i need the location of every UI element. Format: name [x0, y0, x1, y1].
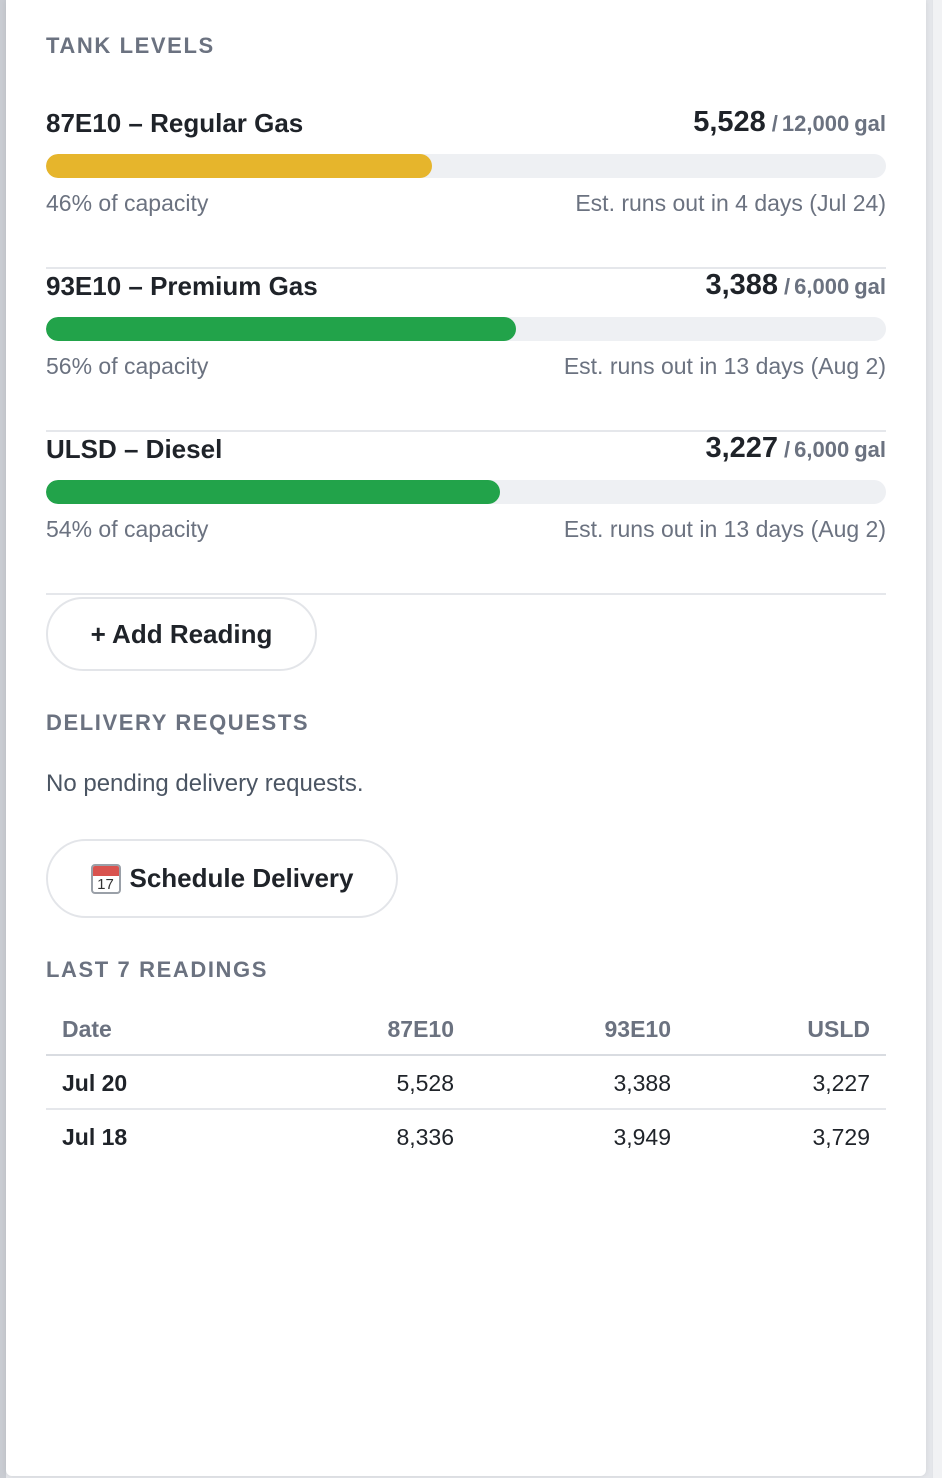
tank-capacity-percent: 56% of capacity: [46, 353, 209, 379]
column-header-93e10: 93E10: [604, 1016, 671, 1042]
reading-date: Jul 18: [62, 1124, 128, 1150]
tank-header: 87E10 – Regular Gas 5,528/12,000 gal: [46, 106, 886, 140]
reading-date: Jul 20: [62, 1070, 128, 1096]
column-header-date: Date: [62, 1016, 112, 1042]
add-reading-button[interactable]: + Add Reading: [46, 597, 317, 671]
reading-93e10: 3,949: [613, 1124, 671, 1150]
reading-usld: 3,227: [812, 1070, 870, 1096]
tank-runout-estimate: Est. runs out in 4 days (Jul 24): [575, 190, 886, 216]
tank-name: 93E10 – Premium Gas: [46, 271, 318, 301]
tank-runout-estimate: Est. runs out in 13 days (Aug 2): [563, 516, 886, 542]
tank-amount: 3,227/6,000 gal: [705, 432, 886, 465]
schedule-delivery-label: Schedule Delivery: [129, 863, 354, 893]
background-strip-left: [0, 0, 6, 1478]
tank-capacity: 6,000: [794, 437, 850, 462]
reading-usld: 3,729: [812, 1124, 870, 1150]
tank-unit: gal: [854, 111, 886, 136]
tank-card-93e10: 93E10 – Premium Gas 3,388/6,000 gal 56% o…: [46, 269, 886, 432]
delivery-empty-message: No pending delivery requests.: [46, 770, 364, 797]
tank-level-fill: [46, 317, 517, 341]
tank-capacity: 6,000: [794, 274, 850, 299]
tank-header: ULSD – Diesel 3,227/6,000 gal: [46, 432, 886, 466]
tank-footer: 54% of capacity Est. runs out in 13 days…: [46, 516, 886, 546]
tank-capacity-percent: 54% of capacity: [46, 516, 209, 542]
table-row: Jul 18 8,336 3,949 3,729: [46, 1110, 886, 1164]
tank-footer: 46% of capacity Est. runs out in 4 days …: [46, 190, 886, 220]
column-header-usld: USLD: [807, 1016, 870, 1042]
tank-unit: gal: [854, 274, 886, 299]
schedule-delivery-button[interactable]: 17 Schedule Delivery: [46, 839, 398, 918]
tank-levels-heading: TANK LEVELS: [46, 33, 215, 58]
tank-card-ulsd: ULSD – Diesel 3,227/6,000 gal 54% of capa…: [46, 432, 886, 595]
amount-separator: /: [784, 437, 791, 462]
scrollbar-track[interactable]: [932, 0, 942, 1478]
tank-capacity-percent: 46% of capacity: [46, 190, 209, 216]
tank-unit: gal: [854, 437, 886, 462]
amount-separator: /: [771, 111, 778, 136]
table-header-row: Date 87E10 93E10 USLD: [46, 1002, 886, 1056]
tank-capacity: 12,000: [781, 111, 850, 136]
tank-current-volume: 3,227: [705, 432, 779, 464]
column-header-87e10: 87E10: [387, 1016, 454, 1042]
tank-footer: 56% of capacity Est. runs out in 13 days…: [46, 353, 886, 383]
amount-separator: /: [784, 274, 791, 299]
tank-level-fill: [46, 480, 500, 504]
reading-87e10: 8,336: [396, 1124, 454, 1150]
tank-amount: 3,388/6,000 gal: [705, 269, 886, 302]
tank-header: 93E10 – Premium Gas 3,388/6,000 gal: [46, 269, 886, 303]
reading-93e10: 3,388: [613, 1070, 671, 1096]
tank-level-bar: [46, 480, 886, 504]
tank-current-volume: 5,528: [693, 106, 766, 138]
calendar-icon-day: 17: [97, 875, 114, 893]
last-readings-heading: LAST 7 READINGS: [46, 957, 269, 982]
tank-card-87e10: 87E10 – Regular Gas 5,528/12,000 gal 46% …: [46, 106, 886, 269]
tank-amount: 5,528/12,000 gal: [693, 106, 886, 139]
calendar-icon: 17: [90, 863, 121, 894]
tank-level-fill: [46, 154, 433, 178]
reading-87e10: 5,528: [396, 1070, 454, 1096]
tank-name: 87E10 – Regular Gas: [46, 108, 304, 138]
delivery-requests-heading: DELIVERY REQUESTS: [46, 710, 310, 735]
tank-runout-estimate: Est. runs out in 13 days (Aug 2): [563, 353, 886, 379]
tank-level-bar: [46, 154, 886, 178]
tank-current-volume: 3,388: [705, 269, 779, 301]
tank-name: ULSD – Diesel: [46, 434, 223, 464]
fuel-panel: TANK LEVELS 87E10 – Regular Gas 5,528/12…: [6, 0, 926, 1476]
tank-level-bar: [46, 317, 886, 341]
table-row: Jul 20 5,528 3,388 3,227: [46, 1056, 886, 1110]
